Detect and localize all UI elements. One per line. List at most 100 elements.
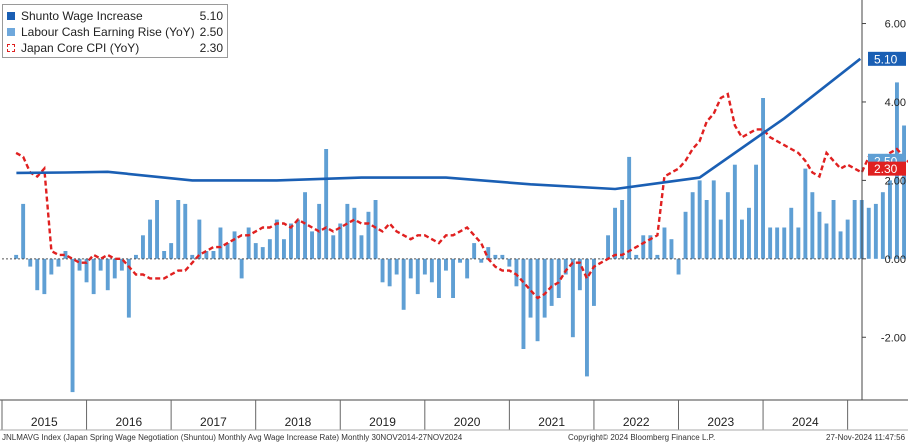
bar <box>888 180 892 259</box>
bar <box>204 251 209 259</box>
bar <box>232 231 237 259</box>
bar <box>831 200 836 259</box>
bar <box>141 235 145 259</box>
bar <box>599 258 603 260</box>
bar <box>239 258 244 279</box>
bar <box>119 258 124 271</box>
bar <box>824 223 829 259</box>
legend-value: 2.30 <box>199 41 223 55</box>
bar <box>521 258 526 349</box>
bar <box>42 258 47 295</box>
bar <box>225 243 230 259</box>
legend: Shunto Wage Increase 5.10 Labour Cash Ea… <box>2 4 228 58</box>
bar <box>211 251 216 259</box>
legend-value: 2.50 <box>199 25 223 39</box>
bar <box>761 98 765 259</box>
bar <box>634 254 639 259</box>
bar <box>267 239 272 259</box>
bar <box>613 207 617 259</box>
bar <box>274 219 279 259</box>
bar <box>366 211 371 259</box>
bar <box>28 258 33 267</box>
bar <box>528 258 533 318</box>
bar <box>747 207 751 259</box>
bar <box>303 192 307 259</box>
y-tick-label: 0.00 <box>885 254 906 266</box>
bar <box>796 227 801 259</box>
bar <box>535 258 540 342</box>
bar <box>134 254 138 259</box>
bar <box>56 258 61 267</box>
footer-timestamp: 27-Nov-2024 11:47:56 <box>826 433 906 442</box>
bar <box>282 239 286 259</box>
bar <box>641 235 646 259</box>
bar <box>683 211 688 259</box>
y-tick-label: -2.00 <box>881 332 906 344</box>
core-cpi-line <box>15 92 908 300</box>
legend-swatch-icon <box>7 28 15 36</box>
bar <box>592 258 596 306</box>
bar <box>260 247 265 259</box>
bar <box>352 207 357 259</box>
bar <box>296 219 300 259</box>
value-tag-box <box>868 161 906 176</box>
footer-copyright: Copyright© 2024 Bloomberg Finance L.P. <box>568 433 716 442</box>
bar <box>718 219 723 259</box>
bar <box>465 258 470 279</box>
bar <box>775 227 780 259</box>
bar <box>289 223 293 259</box>
bar <box>444 258 448 271</box>
bar <box>606 235 610 259</box>
legend-item-core-cpi: Japan Core CPI (YoY) 2.30 <box>7 40 225 56</box>
value-tag-label: 5.10 <box>874 52 898 66</box>
bar <box>408 258 413 279</box>
bar <box>789 207 794 259</box>
legend-swatch-icon <box>7 44 15 52</box>
x-tick-label: 2017 <box>200 415 227 429</box>
legend-label: Japan Core CPI (YoY) <box>21 41 140 55</box>
x-tick-label: 2018 <box>285 415 312 429</box>
x-tick-label: 2021 <box>538 415 565 429</box>
bar <box>669 239 674 259</box>
legend-label: Shunto Wage Increase <box>21 9 143 23</box>
bar <box>310 231 314 259</box>
x-tick-label: 2020 <box>454 415 481 429</box>
bar <box>49 258 54 275</box>
bar <box>84 258 89 283</box>
bar <box>176 200 181 259</box>
bar <box>324 149 329 259</box>
bar <box>880 192 885 259</box>
bar <box>852 200 857 259</box>
bar <box>401 258 406 310</box>
bar <box>577 258 582 291</box>
bar <box>197 219 202 259</box>
bar <box>253 243 258 259</box>
x-tick-label: 2023 <box>707 415 734 429</box>
bar <box>549 258 554 306</box>
x-tick-label: 2015 <box>31 415 58 429</box>
bar <box>91 258 96 295</box>
bar <box>704 200 709 259</box>
bar <box>732 164 737 259</box>
bar <box>70 258 75 393</box>
bar <box>810 192 815 259</box>
bar <box>711 180 716 259</box>
bar <box>429 258 434 283</box>
bar <box>655 254 660 259</box>
bar <box>77 258 82 271</box>
bar <box>514 258 519 287</box>
bar <box>331 235 336 259</box>
value-tag-box <box>868 51 906 66</box>
bar <box>14 254 19 259</box>
bar <box>500 254 505 259</box>
bar <box>359 235 364 259</box>
bar <box>866 207 871 259</box>
bar <box>190 254 195 259</box>
legend-value: 5.10 <box>199 9 223 23</box>
cash-earnings-bars <box>14 82 906 393</box>
bar <box>620 200 625 259</box>
bar <box>817 211 822 259</box>
bar <box>570 258 575 338</box>
bar <box>394 258 399 275</box>
